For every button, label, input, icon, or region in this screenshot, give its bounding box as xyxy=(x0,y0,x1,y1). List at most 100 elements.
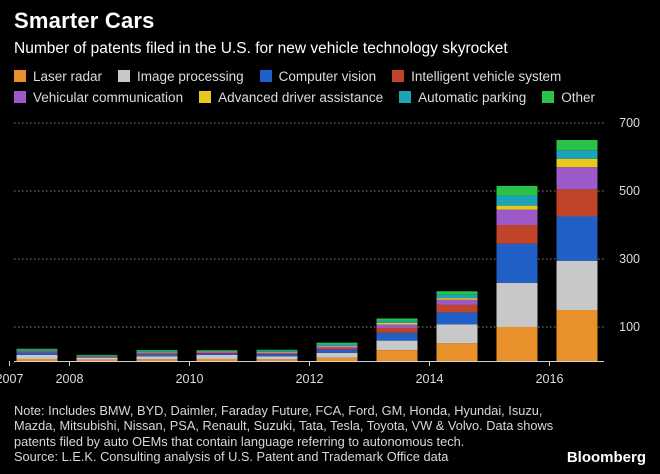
y-tick-label: 100 xyxy=(619,320,640,334)
bar-segment xyxy=(196,354,238,359)
bar-segment xyxy=(196,353,238,354)
bar-segment xyxy=(16,354,58,359)
bar-segment xyxy=(556,140,598,151)
bar-segment xyxy=(556,310,598,361)
legend-swatch xyxy=(542,91,555,103)
bar-segment xyxy=(316,348,358,350)
bar-segment xyxy=(496,225,538,244)
legend-label: Other xyxy=(561,89,595,105)
chart-legend: Laser radar Image processing Computer visi… xyxy=(14,67,644,106)
bar-segment xyxy=(316,344,358,346)
bar-segment xyxy=(316,352,358,358)
bar-segment xyxy=(76,354,118,356)
y-tick-label: 700 xyxy=(619,116,640,130)
legend-item: Laser radar xyxy=(14,67,102,85)
legend-label: Intelligent vehicle system xyxy=(411,68,562,84)
y-tick-label: 300 xyxy=(619,252,640,266)
bar-segment xyxy=(316,345,358,347)
bar-segment xyxy=(376,328,418,333)
legend-item: Other xyxy=(542,88,595,106)
bar-segment xyxy=(256,349,298,351)
chart-title: Smarter Cars xyxy=(14,8,155,33)
bar-segment xyxy=(496,195,538,206)
legend-swatch xyxy=(399,91,412,103)
x-tick-label: 2010 xyxy=(176,372,204,386)
bar-segment xyxy=(556,189,598,217)
footnote-source: Source: L.E.K. Consulting analysis of U.… xyxy=(14,448,449,464)
bar-segment xyxy=(76,357,118,360)
bar-segment xyxy=(76,359,118,361)
y-tick-label: 500 xyxy=(619,184,640,198)
bar-segment xyxy=(496,209,538,225)
legend-item: Vehicular communication xyxy=(14,88,183,106)
bar-segment xyxy=(556,167,598,190)
bar-segment xyxy=(496,327,538,361)
bar-segment xyxy=(556,158,598,168)
x-tick-label: 2008 xyxy=(56,372,84,386)
legend-label: Vehicular communication xyxy=(33,89,184,105)
bar-segment xyxy=(256,359,298,361)
legend-item: Computer vision xyxy=(259,67,377,85)
bar-segment xyxy=(556,150,598,159)
bar-segment xyxy=(376,322,418,325)
bar-segment xyxy=(376,324,418,329)
legend-label: Image processing xyxy=(137,68,244,84)
bar-segment xyxy=(496,185,538,196)
bar-segment xyxy=(196,350,238,351)
bar-segment xyxy=(136,354,178,357)
bar-segment xyxy=(376,332,418,341)
legend-item: Automatic parking xyxy=(399,88,526,106)
bloomberg-logo: Bloomberg xyxy=(566,449,646,466)
legend-item: Advanced driver assistance xyxy=(199,88,383,106)
bar-segment xyxy=(496,243,538,283)
bar-segment xyxy=(196,351,238,354)
chart-subtitle: Number of patents filed in the U.S. for … xyxy=(14,40,508,57)
legend-item: Image processing xyxy=(118,67,244,85)
bar-segment xyxy=(436,304,478,313)
legend-label: Advanced driver assistance xyxy=(218,89,384,105)
legend-swatch xyxy=(14,70,26,82)
bar-segment xyxy=(256,353,298,355)
bar-segment xyxy=(376,318,418,321)
bar-segment xyxy=(316,349,358,353)
bar-segment xyxy=(436,312,478,325)
legend-swatch xyxy=(392,70,405,82)
bar-segment xyxy=(436,294,478,299)
x-tick-label: 2012 xyxy=(296,372,324,386)
footnote-note: Note: Includes BMW, BYD, Daimler, Farada… xyxy=(14,403,554,449)
footnote: Note: Includes BMW, BYD, Daimler, Farada… xyxy=(14,403,574,464)
bar-segment xyxy=(196,350,238,352)
bar-segment xyxy=(136,352,178,354)
legend-swatch xyxy=(14,91,26,103)
bar-segment xyxy=(376,350,418,361)
legend-label: Automatic parking xyxy=(418,89,527,105)
bar-segment xyxy=(196,353,238,355)
legend-label: Computer vision xyxy=(278,68,377,84)
bar-segment xyxy=(196,358,238,361)
bar-segment xyxy=(496,205,538,210)
bar-segment xyxy=(136,350,178,352)
legend-label: Laser radar xyxy=(33,68,103,84)
x-tick-label: 2007 xyxy=(0,372,23,386)
bar-segment xyxy=(376,320,418,323)
bar-segment xyxy=(436,291,478,295)
bar-segment xyxy=(256,352,298,354)
bar-segment xyxy=(136,356,178,360)
legend-swatch xyxy=(259,70,272,82)
bar-segment xyxy=(16,351,58,353)
bar-segment xyxy=(556,216,598,261)
bar-segment xyxy=(436,299,478,305)
bar-segment xyxy=(436,324,478,344)
bar-segment xyxy=(436,298,478,300)
x-tick-label: 2014 xyxy=(416,372,444,386)
bar-segment xyxy=(256,354,298,357)
bar-segment xyxy=(436,343,478,361)
bar-segment xyxy=(16,358,58,361)
bar-segment xyxy=(16,351,58,352)
bar-segment xyxy=(16,349,58,351)
bar-segment xyxy=(76,356,118,358)
bar-segment xyxy=(316,342,358,344)
bar-segment xyxy=(136,353,178,355)
bar-segment xyxy=(136,352,178,353)
